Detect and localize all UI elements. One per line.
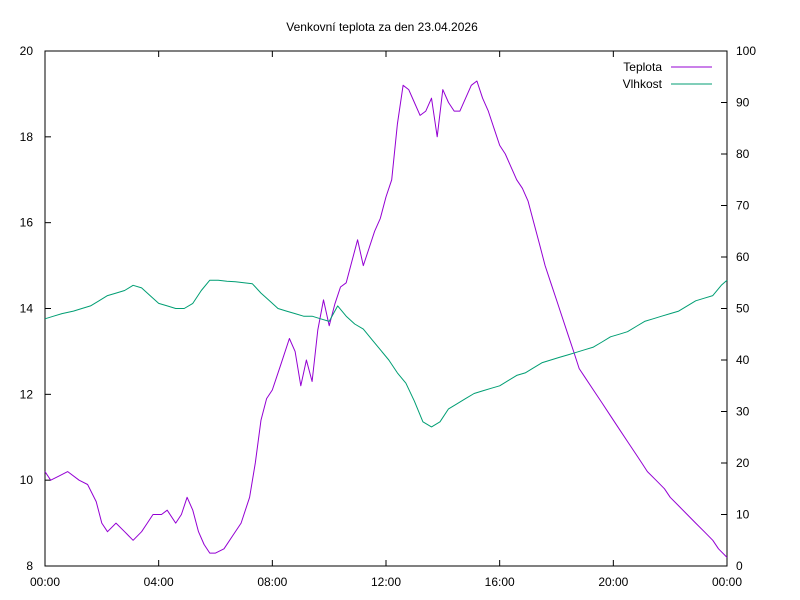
x-tick-label: 00:00	[712, 575, 742, 589]
y2-tick-label: 100	[736, 44, 756, 58]
x-tick-label: 00:00	[30, 575, 60, 589]
x-tick-label: 20:00	[598, 575, 628, 589]
y2-tick-label: 10	[736, 508, 750, 522]
y-tick-label: 20	[20, 44, 34, 58]
y-tick-label: 14	[20, 302, 34, 316]
legend-label: Vlhkost	[623, 77, 663, 91]
y2-tick-label: 80	[736, 147, 750, 161]
y2-tick-label: 50	[736, 302, 750, 316]
x-tick-label: 12:00	[371, 575, 401, 589]
x-tick-label: 04:00	[144, 575, 174, 589]
y2-tick-label: 90	[736, 96, 750, 110]
y-tick-label: 18	[20, 130, 34, 144]
y-tick-label: 10	[20, 473, 34, 487]
y-tick-label: 8	[26, 559, 33, 573]
legend-label: Teplota	[623, 60, 662, 74]
x-tick-label: 16:00	[485, 575, 515, 589]
y2-tick-label: 20	[736, 456, 750, 470]
legend: Teplota Vlhkost	[623, 60, 712, 91]
series-line-teplota	[44, 80, 728, 558]
y2-tick-label: 60	[736, 250, 750, 264]
y-tick-label: 16	[20, 216, 34, 230]
y2-tick-label: 40	[736, 353, 750, 367]
axes: 8 10 12 14 16 18 20 0 10 20 30 40 50 60 70 80 90 100 00:00…	[20, 44, 757, 589]
series-line-vlhkost	[44, 279, 728, 428]
y2-tick-label: 0	[736, 559, 743, 573]
y-tick-label: 12	[20, 387, 34, 401]
chart-title: Venkovní teplota za den 23.04.2026	[286, 20, 478, 34]
y2-tick-label: 30	[736, 405, 750, 419]
y2-tick-label: 70	[736, 199, 750, 213]
series-lines	[44, 80, 728, 558]
x-tick-label: 08:00	[257, 575, 287, 589]
